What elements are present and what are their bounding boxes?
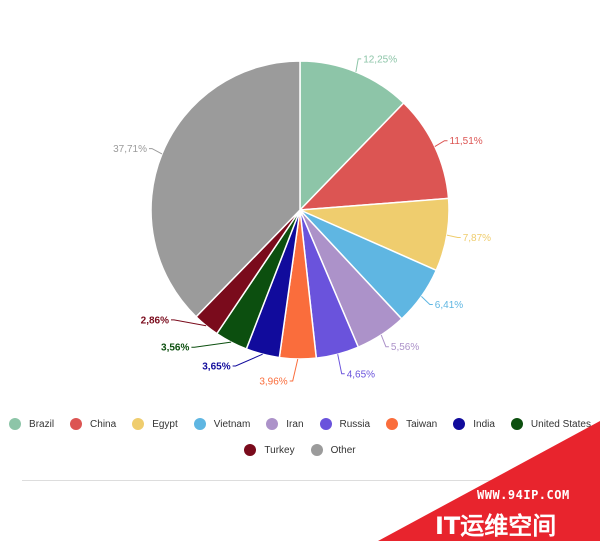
slice-data-label: 12,25% [363,54,397,65]
slice-data-label: 7,87% [463,233,491,244]
slice-leader-line [434,140,448,148]
slice-leader-line [289,358,299,382]
legend-label: Vietnam [213,418,251,430]
slice-data-label: 4,65% [347,369,375,380]
slice-data-label: 3,56% [161,343,189,354]
slice-data-label: 5,56% [391,342,419,353]
slice-leader-line [337,354,345,375]
slice-data-label: 37,71% [113,144,147,155]
legend-item-united-states[interactable]: United States [510,418,591,430]
slice-data-label: 2,86% [141,315,169,326]
legend-row: Turkey Other [0,437,600,463]
chart-legend: Brazil China Egypt Vietnam Iran Russia Taiwan I… [0,411,600,463]
slice-data-label: 3,65% [202,362,230,373]
slice-leader-line [421,296,433,305]
legend-swatch [193,418,206,430]
legend-label: Egypt [152,418,178,430]
slice-data-label: 3,96% [259,377,287,388]
slice-leader-line [380,334,389,348]
slice-leader-line [446,234,461,238]
legend-swatch [453,418,466,430]
divider [22,480,578,481]
legend-swatch [70,418,83,430]
legend-swatch [319,418,332,430]
slice-data-label: 6,41% [435,300,463,311]
legend-item-egypt[interactable]: Egypt [132,418,178,430]
slice-leader-line [149,148,163,155]
legend-item-brazil[interactable]: Brazil [9,418,54,430]
legend-label: Taiwan [406,418,438,430]
legend-item-other[interactable]: Other [310,444,356,456]
legend-item-iran[interactable]: Iran [266,418,304,430]
legend-label: India [473,418,495,430]
legend-swatch [244,444,257,456]
legend-label: Brazil [29,418,55,430]
legend-row: Brazil China Egypt Vietnam Iran Russia Taiwan I… [0,411,600,437]
legend-label: Other [330,444,356,456]
legend-label: Turkey [264,444,295,456]
legend-label: Iran [286,418,304,430]
legend-swatch [9,418,22,430]
legend-label: United States [530,418,591,430]
legend-swatch [266,418,279,430]
legend-item-russia[interactable]: Russia [319,418,371,430]
slice-leader-line [171,319,207,327]
legend-swatch [386,418,399,430]
pie-slice-other [150,60,301,318]
legend-item-vietnam[interactable]: Vietnam [193,418,251,430]
legend-item-china[interactable]: China [70,418,116,430]
slice-leader-line [191,341,232,348]
legend-label: Russia [339,418,371,430]
slice-leader-line [355,58,362,72]
legend-swatch [510,418,523,430]
legend-label: China [90,418,117,430]
slice-data-label: 11,51% [450,136,483,147]
legend-item-india[interactable]: India [453,418,495,430]
legend-swatch [310,444,323,456]
pie-slice-china [298,101,450,211]
slice-leader-line [232,353,263,367]
legend-swatch [132,418,145,430]
legend-item-turkey[interactable]: Turkey [244,444,295,456]
legend-item-taiwan[interactable]: Taiwan [386,418,437,430]
